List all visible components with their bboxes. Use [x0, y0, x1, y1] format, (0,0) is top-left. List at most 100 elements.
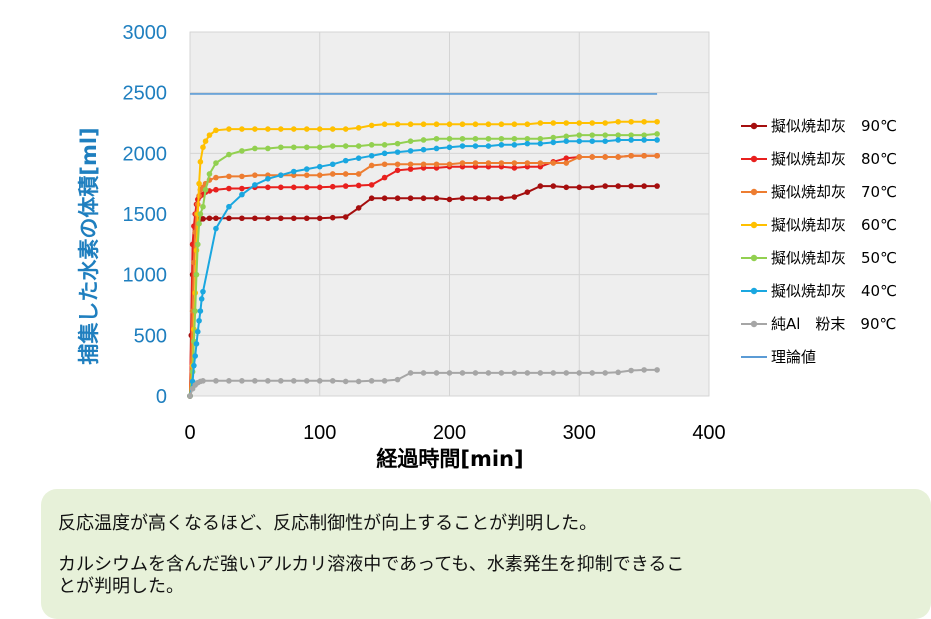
- legend-item: 擬似焼却灰 50℃: [741, 249, 897, 267]
- data-point: [355, 155, 362, 161]
- data-point: [252, 126, 258, 132]
- data-point: [446, 370, 453, 376]
- data-point: [316, 215, 323, 222]
- data-point: [394, 195, 401, 202]
- data-point: [472, 135, 479, 142]
- data-point: [628, 183, 634, 189]
- data-point: [537, 135, 544, 142]
- data-point: [381, 121, 388, 128]
- data-point: [291, 215, 297, 222]
- data-point: [394, 149, 401, 155]
- data-point: [303, 166, 310, 172]
- data-point: [563, 155, 570, 161]
- data-point: [198, 296, 205, 302]
- data-point: [654, 183, 660, 189]
- data-point: [252, 378, 258, 384]
- data-point: [602, 154, 608, 160]
- data-point: [342, 143, 349, 149]
- data-point: [252, 182, 258, 188]
- data-point: [213, 215, 219, 222]
- data-point: [226, 215, 232, 222]
- data-point: [239, 191, 245, 198]
- data-point: [342, 378, 349, 385]
- data-point: [511, 121, 518, 128]
- data-point: [433, 121, 440, 128]
- data-point: [252, 215, 258, 222]
- data-point: [368, 195, 375, 202]
- legend: 擬似焼却灰 90℃ 擬似焼却灰 80℃ 擬似焼却灰 70℃ 擬似焼却灰 60℃ 擬似焼却…: [741, 117, 897, 366]
- data-point: [316, 184, 323, 191]
- data-point: [550, 183, 557, 189]
- data-point: [202, 186, 209, 193]
- data-point: [381, 378, 388, 384]
- summary-panel: [41, 489, 931, 619]
- data-point: [200, 144, 206, 151]
- data-point: [213, 186, 219, 193]
- data-point: [459, 370, 466, 376]
- data-point: [316, 163, 323, 170]
- data-point: [239, 215, 245, 222]
- data-point: [446, 161, 453, 168]
- data-point: [485, 195, 492, 202]
- data-point: [589, 370, 596, 376]
- data-point: [524, 160, 531, 166]
- data-point: [576, 370, 583, 376]
- data-point: [472, 160, 479, 166]
- data-point: [459, 121, 466, 128]
- data-point: [213, 225, 219, 232]
- data-point: [194, 241, 201, 248]
- legend-label: 理論値: [771, 348, 816, 366]
- legend-swatch-marker: [750, 254, 758, 262]
- legend-swatch-marker: [750, 188, 758, 196]
- data-point: [485, 370, 492, 376]
- series-4: [187, 131, 660, 399]
- data-point: [394, 161, 401, 168]
- data-point: [200, 288, 206, 295]
- y-tick-label: 500: [134, 325, 167, 347]
- legend-swatch-marker: [750, 320, 758, 328]
- data-point: [213, 160, 219, 166]
- data-point: [368, 378, 375, 384]
- data-point: [278, 144, 284, 151]
- data-point: [537, 140, 544, 147]
- data-point: [226, 151, 232, 158]
- data-point: [193, 341, 200, 347]
- data-point: [615, 132, 621, 138]
- data-point: [278, 215, 284, 222]
- data-point: [226, 126, 232, 132]
- data-point: [265, 176, 271, 182]
- data-point: [329, 143, 336, 149]
- data-point: [355, 125, 362, 131]
- data-point: [226, 173, 232, 180]
- data-point: [641, 118, 647, 125]
- data-point: [576, 154, 583, 160]
- data-point: [446, 144, 453, 151]
- x-axis-title: 経過時間[min]: [376, 447, 523, 471]
- data-point: [628, 118, 634, 125]
- data-point: [206, 132, 213, 138]
- x-tick-label: 200: [433, 422, 466, 444]
- x-tick-label: 300: [563, 422, 596, 444]
- data-point: [278, 172, 284, 178]
- data-point: [615, 118, 621, 125]
- data-point: [239, 148, 245, 154]
- data-point: [329, 126, 336, 132]
- data-point: [407, 138, 414, 144]
- data-point: [407, 161, 414, 168]
- data-point: [226, 378, 232, 384]
- data-point: [615, 369, 621, 376]
- data-point: [433, 195, 440, 202]
- data-point: [213, 174, 219, 181]
- data-point: [196, 180, 202, 187]
- data-point: [252, 172, 258, 178]
- legend-swatch-marker: [750, 287, 758, 295]
- legend-item: 擬似焼却灰 90℃: [741, 117, 897, 135]
- data-point: [420, 146, 427, 153]
- data-point: [615, 183, 621, 189]
- data-point: [524, 189, 531, 195]
- x-tick-labels: 0 100 200 300 400: [184, 422, 725, 444]
- x-tick-label: 0: [184, 422, 195, 444]
- data-point: [303, 184, 310, 191]
- data-point: [355, 143, 362, 149]
- data-point: [459, 160, 466, 166]
